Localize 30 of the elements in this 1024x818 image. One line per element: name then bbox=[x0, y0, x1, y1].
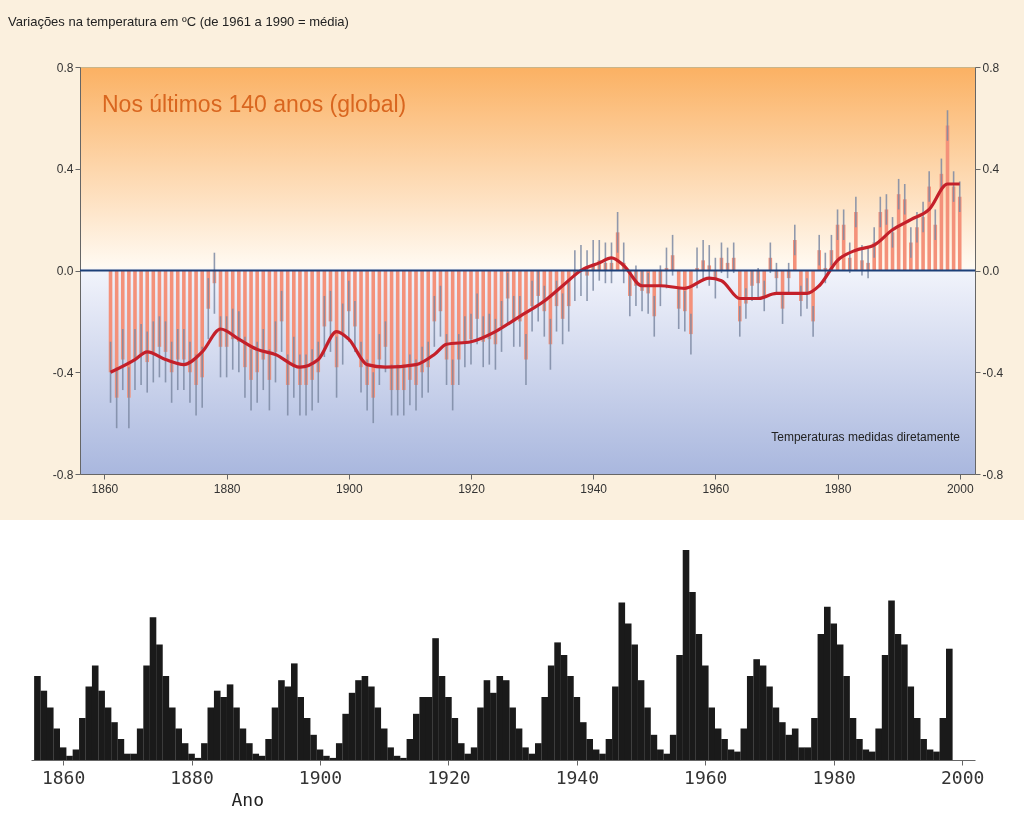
x-tick-label: 1920 bbox=[458, 481, 486, 496]
x-tick-label: 2000 bbox=[946, 481, 974, 496]
x-tick-label: 1960 bbox=[684, 766, 728, 788]
y2-tick-label: 0.4 bbox=[982, 162, 1000, 177]
chart-title: Variações na temperatura em ºC (de 1961 a 1990 = média) bbox=[8, 14, 349, 29]
y-tick-label: -0.4 bbox=[52, 365, 74, 380]
y-tick-label: 0.0 bbox=[56, 264, 74, 278]
x-tick-label: 1860 bbox=[41, 766, 86, 788]
x-tick-label: 1900 bbox=[298, 766, 343, 788]
x-tick-label: 1960 bbox=[702, 481, 730, 496]
annotation: Temperaturas medidas diretamente bbox=[771, 430, 961, 444]
x-tick-label: 1980 bbox=[812, 766, 856, 788]
y-tick-label: 0.4 bbox=[56, 162, 74, 177]
annotation: Nos últimos 140 anos (global) bbox=[102, 91, 407, 117]
x-tick-label: 1860 bbox=[91, 481, 119, 496]
x-tick-label: 1940 bbox=[555, 766, 600, 788]
x-tick-label: 1880 bbox=[213, 481, 241, 496]
x-axis-title: Ano bbox=[231, 788, 265, 810]
y2-tick-label: 0.0 bbox=[982, 264, 1000, 278]
x-tick-label: 1980 bbox=[824, 481, 852, 496]
y2-tick-label: -0.8 bbox=[982, 467, 1004, 482]
x-tick-label: 1940 bbox=[580, 481, 608, 496]
x-tick-label: 1900 bbox=[335, 481, 363, 496]
y-tick-label: -0.8 bbox=[52, 467, 74, 482]
y2-tick-label: 0.8 bbox=[982, 60, 1000, 75]
y2-tick-label: -0.4 bbox=[982, 365, 1004, 380]
x-tick-label: 2000 bbox=[940, 766, 985, 788]
x-tick-label: 1880 bbox=[170, 766, 214, 788]
x-tick-label: 1920 bbox=[427, 766, 471, 788]
y-tick-label: 0.8 bbox=[56, 60, 74, 75]
